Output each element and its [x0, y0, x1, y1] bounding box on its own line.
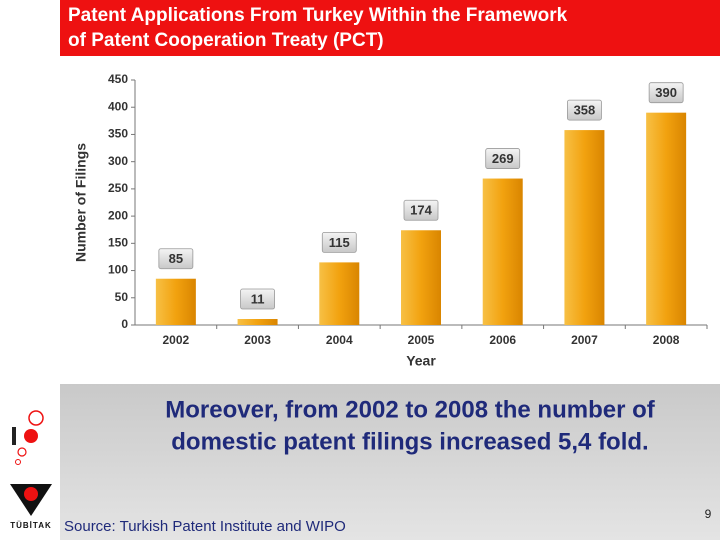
value-label: 85 [169, 251, 183, 266]
title-bar [60, 0, 720, 56]
x-axis-label: Year [406, 353, 436, 369]
y-tick-label: 250 [108, 181, 128, 195]
bar [401, 230, 441, 325]
value-label-box [240, 288, 275, 310]
y-tick-label: 300 [108, 154, 128, 168]
value-label: 174 [410, 203, 432, 218]
value-label-box [158, 248, 194, 270]
value-label: 115 [329, 235, 350, 250]
value-label-box [321, 231, 357, 253]
y-tick-label: 200 [108, 208, 128, 222]
y-tick-label: 400 [108, 99, 128, 113]
source: Source: Turkish Patent Institute and WIP… [64, 518, 346, 535]
body-line: Moreover, from 2002 to 2008 the number o… [165, 396, 655, 423]
value-label: 358 [574, 103, 596, 118]
bar [319, 262, 360, 325]
x-tick-label: 2005 [408, 333, 435, 347]
x-tick-label: 2007 [571, 333, 598, 347]
x-tick-label: 2002 [163, 333, 190, 347]
y-tick-label: 350 [108, 127, 128, 141]
x-tick-label: 2008 [653, 333, 680, 347]
y-tick-label: 100 [108, 263, 128, 277]
value-label: 11 [251, 291, 265, 306]
x-tick-label: 2004 [326, 333, 353, 347]
logo-text: TÜBİTAK [10, 521, 52, 530]
value-label: 390 [655, 85, 677, 100]
y-tick-label: 450 [108, 72, 128, 86]
y-axis-label: Number of Filings [73, 143, 89, 262]
x-tick-label: 2003 [244, 333, 271, 347]
page-number: 9 [705, 507, 712, 521]
bar [482, 178, 523, 325]
y-tick-label: 0 [121, 317, 128, 331]
title-line: Patent Applications From Turkey Within t… [68, 5, 568, 26]
bar [237, 319, 278, 325]
title-line: of Patent Cooperation Treaty (PCT) [68, 30, 384, 51]
bottom-panel [60, 384, 720, 540]
bar [564, 130, 605, 325]
body-line: domestic patent filings increased 5,4 fo… [171, 428, 648, 455]
value-label-box [567, 99, 602, 121]
value-label-box [485, 148, 521, 169]
value-label-box [403, 199, 439, 221]
y-tick-label: 50 [115, 290, 129, 304]
bar [646, 112, 687, 326]
value-label: 269 [492, 151, 514, 166]
bar [155, 278, 196, 325]
x-tick-label: 2006 [489, 333, 516, 347]
value-label-box [648, 82, 684, 104]
logo [10, 410, 52, 516]
y-tick-label: 150 [108, 236, 128, 250]
